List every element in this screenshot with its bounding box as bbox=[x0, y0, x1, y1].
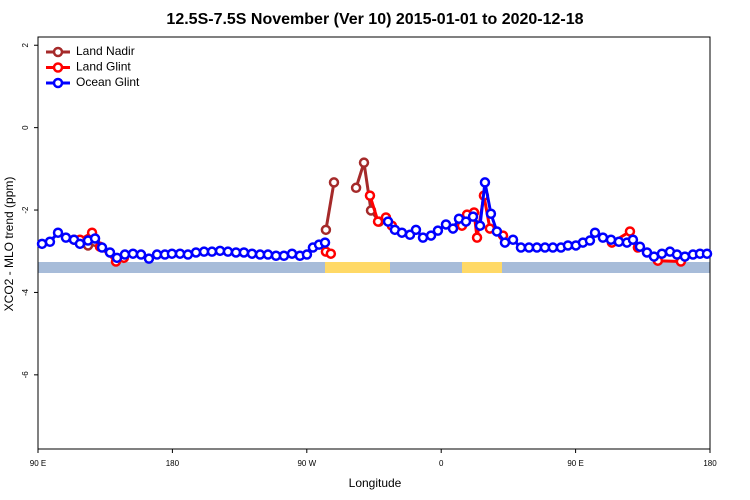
point bbox=[627, 234, 639, 245]
point bbox=[104, 247, 116, 258]
point bbox=[584, 235, 596, 246]
y-tick-label: 2 bbox=[21, 42, 30, 47]
legend-marker bbox=[52, 77, 64, 89]
y-tick-label: 0 bbox=[21, 125, 30, 130]
point bbox=[358, 157, 370, 168]
series-line bbox=[87, 162, 381, 247]
point bbox=[479, 177, 491, 188]
x-tick-label: 90 E bbox=[567, 459, 583, 468]
point bbox=[410, 224, 422, 236]
point bbox=[119, 249, 131, 260]
point bbox=[382, 216, 394, 227]
point bbox=[613, 236, 625, 248]
legend-marker bbox=[52, 46, 64, 58]
point bbox=[320, 224, 332, 236]
point bbox=[328, 177, 340, 188]
point bbox=[396, 227, 408, 238]
point bbox=[471, 232, 483, 243]
y-axis-label: XCO2 - MLO trend (ppm) bbox=[2, 177, 16, 312]
legend-marker bbox=[52, 62, 64, 73]
land-ocean-strip bbox=[38, 262, 710, 273]
point bbox=[238, 247, 250, 258]
point bbox=[597, 232, 609, 243]
point bbox=[182, 249, 194, 260]
point bbox=[52, 227, 64, 238]
point bbox=[319, 237, 331, 248]
y-tick-label: -4 bbox=[21, 288, 30, 296]
point bbox=[301, 249, 313, 260]
point bbox=[499, 237, 511, 248]
point bbox=[474, 220, 486, 231]
point bbox=[96, 242, 108, 253]
x-axis-label: Longitude bbox=[349, 476, 402, 490]
x-tick-label: 90 W bbox=[297, 459, 316, 468]
point bbox=[547, 242, 559, 253]
point bbox=[491, 226, 503, 237]
point bbox=[44, 236, 56, 248]
point bbox=[127, 248, 139, 259]
point bbox=[262, 249, 274, 260]
land-strip bbox=[325, 262, 390, 273]
point bbox=[89, 233, 101, 244]
point bbox=[143, 253, 155, 264]
point bbox=[278, 250, 290, 262]
point bbox=[656, 248, 668, 259]
x-tick-label: 180 bbox=[703, 459, 717, 468]
point bbox=[74, 238, 86, 250]
x-tick-label: 180 bbox=[166, 459, 180, 468]
y-tick-label: -6 bbox=[21, 371, 30, 379]
point bbox=[634, 241, 646, 252]
point bbox=[135, 249, 147, 260]
legend-label: Ocean Glint bbox=[76, 75, 140, 89]
point bbox=[624, 226, 636, 237]
land-strip bbox=[462, 262, 502, 273]
point bbox=[325, 248, 337, 259]
point bbox=[485, 208, 497, 219]
point bbox=[60, 232, 72, 243]
point bbox=[364, 190, 376, 201]
point bbox=[679, 251, 691, 262]
point bbox=[425, 230, 437, 241]
chart-title: 12.5S-7.5S November (Ver 10) 2015-01-01 … bbox=[166, 11, 583, 28]
y-tick-label: -2 bbox=[21, 206, 30, 214]
point bbox=[206, 246, 218, 257]
point bbox=[589, 227, 601, 238]
point bbox=[701, 248, 713, 259]
point bbox=[507, 234, 519, 245]
point bbox=[460, 216, 472, 227]
point bbox=[531, 242, 543, 253]
point bbox=[350, 182, 362, 194]
point bbox=[417, 232, 429, 243]
point bbox=[190, 247, 202, 258]
x-tick-label: 90 E bbox=[30, 459, 46, 468]
point bbox=[166, 248, 178, 259]
legend-label: Land Nadir bbox=[76, 44, 135, 58]
x-tick-label: 0 bbox=[439, 459, 444, 468]
point bbox=[372, 216, 384, 227]
point bbox=[222, 246, 234, 257]
point bbox=[432, 225, 444, 236]
point bbox=[515, 242, 527, 253]
point bbox=[447, 223, 459, 234]
point bbox=[467, 211, 479, 222]
legend-label: Land Glint bbox=[76, 60, 131, 74]
point bbox=[246, 248, 258, 259]
